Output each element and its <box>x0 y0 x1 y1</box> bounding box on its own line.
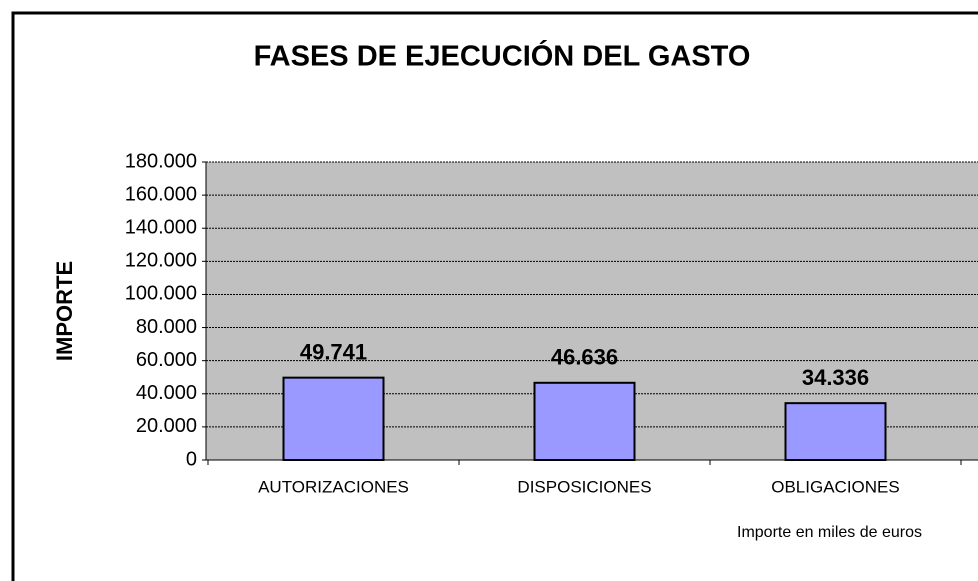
x-tick-label: DISPOSICIONES <box>517 477 651 496</box>
value-label: 34.336 <box>802 365 869 390</box>
y-tick-label: 180.000 <box>125 150 197 172</box>
y-tick-label: 120.000 <box>125 250 197 272</box>
value-label: 49.741 <box>300 339 367 364</box>
y-tick-label: 160.000 <box>125 183 197 205</box>
y-tick-label: 40.000 <box>136 382 197 404</box>
bar <box>784 402 887 461</box>
x-tick-label: AUTORIZACIONES <box>258 477 409 496</box>
y-tick-label: 80.000 <box>136 316 197 338</box>
note: Importe en miles de euros <box>737 524 922 541</box>
y-tick-label: 100.000 <box>125 283 197 305</box>
chart-title: FASES DE EJECUCIÓN DEL GASTO <box>254 39 751 73</box>
bar <box>533 381 636 461</box>
y-tick-label: 20.000 <box>136 415 197 437</box>
chart-border <box>11 11 978 581</box>
y-tick-label: 60.000 <box>136 349 197 371</box>
x-tick-label: OBLIGACIONES <box>771 477 899 496</box>
value-label: 46.636 <box>551 345 618 370</box>
y-tick-label: 0 <box>186 448 197 470</box>
y-axis-label: IMPORTE <box>52 261 77 361</box>
bar <box>282 376 385 461</box>
y-tick-label: 140.000 <box>125 217 197 239</box>
